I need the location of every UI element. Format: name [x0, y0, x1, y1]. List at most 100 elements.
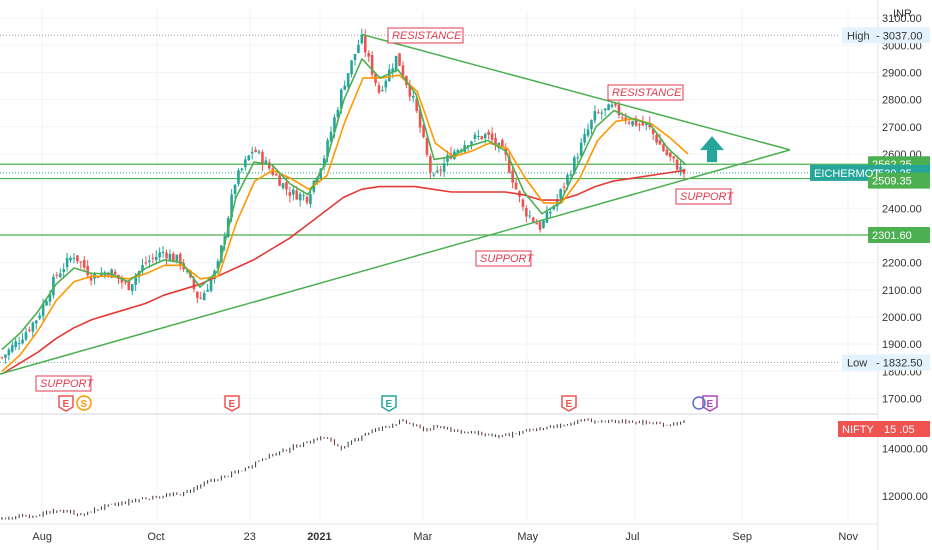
candle-body [655, 135, 658, 143]
candle [408, 79, 412, 102]
candle [58, 268, 62, 278]
event-badge-partial [692, 396, 706, 410]
candle [590, 119, 593, 135]
candle [329, 126, 333, 144]
time-tick-label: May [517, 531, 538, 543]
candle-body [216, 261, 220, 269]
candle-body [305, 196, 309, 203]
candle [401, 61, 405, 77]
event-marker[interactable]: S [76, 395, 92, 411]
candle [154, 250, 158, 264]
candle [38, 312, 41, 321]
price-tick-label: 3100.00 [882, 13, 922, 25]
candle [367, 50, 371, 63]
annotation-label[interactable]: SUPPORT [675, 188, 734, 205]
candle [240, 167, 244, 173]
price-tick-label: 1700.00 [882, 393, 922, 405]
candle [586, 123, 590, 138]
candle [398, 53, 401, 66]
candle-body [429, 156, 432, 173]
annotation-text: RESISTANCE [612, 87, 682, 99]
candle-body [483, 133, 487, 139]
symbol-tag-text: EICHERMOT [814, 168, 880, 180]
candle-body [597, 112, 600, 114]
candle [668, 152, 672, 162]
candle [542, 219, 545, 229]
candle [501, 138, 504, 147]
candle-body [55, 274, 59, 276]
candle [645, 123, 648, 131]
annotation-box [675, 188, 732, 205]
candle [141, 258, 144, 276]
candle-body [34, 320, 38, 324]
candle-body [230, 194, 233, 218]
candle-body [573, 157, 576, 174]
annotation-label[interactable]: SUPPORT [475, 250, 534, 267]
event-marker[interactable]: E [58, 395, 74, 412]
event-marker[interactable]: E [224, 395, 240, 412]
candle [569, 170, 573, 178]
candle [651, 128, 655, 141]
candle [343, 80, 347, 91]
candle [250, 146, 254, 160]
candle-body [28, 329, 31, 331]
candle [336, 106, 340, 119]
time-axis: Aug Oct 23 2021 Mar May Jul Sep Nov [32, 531, 858, 543]
low-tag-label: Low [847, 357, 867, 369]
candle-body [206, 289, 209, 292]
candle-body [579, 142, 583, 157]
candle-body [127, 280, 131, 291]
candle-body [398, 53, 401, 66]
candle [627, 119, 631, 126]
candle [562, 182, 566, 194]
candle [353, 53, 357, 66]
price-tick-label: 2100.00 [882, 285, 922, 297]
candle [552, 204, 556, 211]
candle-body [113, 271, 117, 275]
price-tick-label: 3000.00 [882, 40, 922, 52]
candle-body [586, 129, 590, 136]
candle-body [662, 144, 665, 151]
candle-body [350, 60, 353, 75]
candle-body [384, 80, 388, 88]
level-tag-support-text: 2301.60 [872, 230, 912, 242]
candle [79, 261, 83, 269]
candle [600, 109, 604, 120]
annotation-label[interactable]: SUPPORT [35, 375, 94, 392]
candle-body [535, 223, 538, 225]
annotation-label[interactable]: RESISTANCE [387, 27, 464, 44]
candle [473, 132, 477, 143]
candle-body [151, 257, 155, 259]
candle [631, 120, 634, 127]
candle-body [315, 177, 319, 183]
candle-body [65, 257, 69, 268]
event-marker[interactable]: E [702, 395, 718, 412]
annotation-box [607, 84, 684, 101]
candle-body [168, 253, 172, 261]
candle-body [538, 221, 542, 230]
candle-body [14, 341, 18, 347]
annotation-box [475, 250, 532, 267]
event-marker[interactable]: E [561, 395, 577, 412]
annotation-label[interactable]: RESISTANCE [607, 84, 684, 101]
candle [237, 168, 240, 187]
candle [86, 259, 89, 278]
candle [130, 283, 134, 296]
candle-body [268, 162, 271, 169]
candle [34, 319, 38, 330]
candle-body [408, 84, 412, 97]
candle [62, 263, 65, 279]
candle-body [665, 150, 669, 156]
candle [4, 354, 7, 364]
event-badge [381, 395, 397, 412]
event-marker[interactable]: E [381, 395, 397, 412]
time-tick-label: Oct [147, 531, 164, 543]
candle [288, 186, 292, 203]
candle-body [645, 123, 648, 125]
candle [597, 109, 600, 114]
candle [144, 256, 148, 266]
candle [69, 255, 72, 263]
candle [17, 336, 21, 351]
candle-body [220, 245, 223, 262]
